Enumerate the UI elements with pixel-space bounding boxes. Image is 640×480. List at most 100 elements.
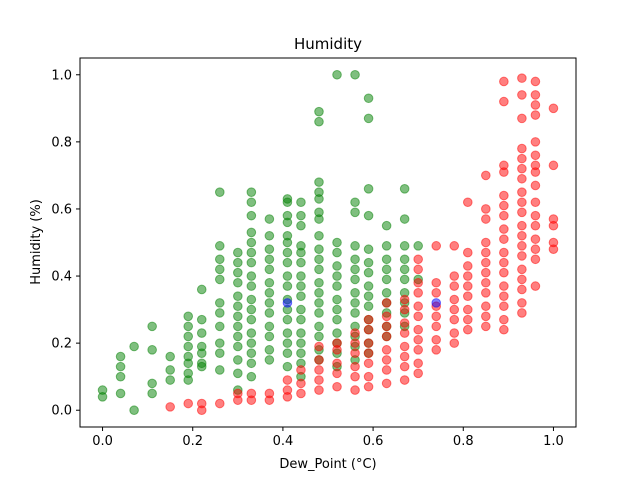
scatter-point-series-1 bbox=[499, 257, 509, 268]
scatter-point-series-1 bbox=[449, 271, 460, 281]
scatter-point-series-0 bbox=[246, 187, 257, 197]
scatter-point-series-0 bbox=[214, 241, 225, 251]
scatter-point-series-1 bbox=[530, 100, 541, 110]
scatter-point-series-1 bbox=[481, 214, 491, 224]
scatter-point-series-1 bbox=[165, 402, 175, 412]
scatter-point-series-1 bbox=[517, 173, 527, 184]
scatter-point-series-1 bbox=[314, 385, 324, 395]
scatter-point-series-1 bbox=[499, 281, 509, 291]
scatter-point-series-1 bbox=[314, 355, 324, 365]
scatter-point-series-0 bbox=[246, 348, 257, 359]
scatter-point-series-1 bbox=[530, 210, 541, 221]
scatter-point-series-1 bbox=[462, 291, 473, 301]
scatter-point-series-1 bbox=[363, 348, 374, 359]
x-tick-label: 1.0 bbox=[543, 434, 564, 449]
scatter-point-series-0 bbox=[264, 288, 275, 298]
scatter-point-series-1 bbox=[314, 341, 324, 352]
scatter-point-series-0 bbox=[233, 291, 243, 301]
scatter-point-series-1 bbox=[462, 324, 473, 335]
scatter-point-series-1 bbox=[548, 214, 559, 224]
scatter-point-series-1 bbox=[530, 254, 541, 265]
scatter-point-series-1 bbox=[399, 328, 410, 338]
scatter-point-series-0 bbox=[363, 301, 374, 312]
scatter-point-series-1 bbox=[481, 301, 491, 312]
y-tick-label: 0.0 bbox=[51, 404, 72, 419]
x-axis-ticks: 0.0 0.2 0.4 0.6 0.8 1.0 bbox=[92, 427, 564, 449]
scatter-point-series-0 bbox=[399, 184, 410, 194]
scatter-point-series-0 bbox=[233, 355, 243, 365]
scatter-point-series-0 bbox=[363, 210, 374, 221]
scatter-point-series-0 bbox=[399, 241, 410, 251]
scatter-point-series-0 bbox=[282, 361, 293, 372]
scatter-point-series-1 bbox=[332, 338, 342, 348]
scatter-point-series-1 bbox=[363, 314, 374, 325]
scatter-point-series-1 bbox=[499, 247, 509, 258]
scatter-point-series-0 bbox=[246, 314, 257, 325]
scatter-point-series-0 bbox=[233, 277, 243, 288]
scatter-point-series-1 bbox=[381, 321, 392, 332]
scatter-point-series-0 bbox=[296, 328, 306, 338]
scatter-point-series-0 bbox=[214, 274, 225, 285]
scatter-point-series-1 bbox=[350, 361, 360, 372]
scatter-point-series-0 bbox=[233, 301, 243, 312]
scatter-point-series-1 bbox=[282, 375, 293, 385]
scatter-point-series-0 bbox=[233, 247, 243, 258]
scatter-point-series-1 bbox=[350, 328, 360, 338]
scatter-point-series-1 bbox=[530, 160, 541, 171]
scatter-point-series-1 bbox=[413, 334, 423, 345]
scatter-point-series-1 bbox=[332, 358, 342, 369]
scatter-point-series-1 bbox=[449, 281, 460, 291]
scatter-point-series-0 bbox=[246, 257, 257, 268]
scatter-point-series-0 bbox=[363, 257, 374, 268]
scatter-point-series-0 bbox=[296, 348, 306, 359]
scatter-point-series-0 bbox=[129, 405, 139, 416]
scatter-point-series-0 bbox=[264, 277, 275, 288]
scatter-point-series-0 bbox=[165, 365, 175, 375]
scatter-point-series-1 bbox=[530, 110, 541, 120]
scatter-point-series-0 bbox=[282, 271, 293, 281]
scatter-point-series-0 bbox=[214, 321, 225, 332]
scatter-point-series-0 bbox=[246, 271, 257, 281]
scatter-point-series-1 bbox=[413, 311, 423, 322]
scatter-point-series-0 bbox=[264, 244, 275, 255]
scatter-point-series-0 bbox=[147, 388, 157, 399]
scatter-point-series-1 bbox=[530, 197, 541, 208]
scatter-point-series-1 bbox=[517, 264, 527, 275]
scatter-point-series-1 bbox=[399, 294, 410, 305]
y-tick-label: 0.8 bbox=[51, 135, 72, 150]
scatter-point-series-0 bbox=[399, 254, 410, 265]
scatter-point-series-0 bbox=[214, 254, 225, 265]
scatter-point-series-0 bbox=[332, 247, 342, 258]
scatter-point-series-1 bbox=[499, 160, 509, 171]
scatter-point-series-0 bbox=[196, 328, 207, 338]
scatter-point-series-1 bbox=[548, 237, 559, 248]
scatter-point-series-0 bbox=[246, 197, 257, 208]
scatter-point-series-0 bbox=[381, 254, 392, 265]
y-tick-label: 0.4 bbox=[51, 270, 72, 285]
scatter-point-series-0 bbox=[147, 345, 157, 355]
scatter-point-series-0 bbox=[246, 294, 257, 305]
scatter-point-series-0 bbox=[350, 207, 360, 218]
scatter-point-series-0 bbox=[399, 274, 410, 285]
scatter-point-series-0 bbox=[363, 113, 374, 124]
scatter-point-series-0 bbox=[115, 351, 126, 362]
scatter-point-series-1 bbox=[264, 388, 275, 399]
scatter-point-series-1 bbox=[499, 324, 509, 335]
scatter-point-series-1 bbox=[314, 375, 324, 385]
scatter-point-series-0 bbox=[332, 294, 342, 305]
scatter-point-series-0 bbox=[282, 194, 293, 204]
scatter-point-series-0 bbox=[296, 210, 306, 221]
scatter-point-series-1 bbox=[481, 247, 491, 258]
scatter-point-series-0 bbox=[282, 247, 293, 258]
scatter-point-series-1 bbox=[481, 170, 491, 181]
scatter-point-series-1 bbox=[462, 281, 473, 291]
scatter-point-series-0 bbox=[264, 308, 275, 318]
scatter-point-series-0 bbox=[413, 241, 423, 251]
scatter-point-series-0 bbox=[363, 281, 374, 291]
scatter-point-series-0 bbox=[264, 345, 275, 355]
scatter-point-series-0 bbox=[282, 281, 293, 291]
scatter-point-series-0 bbox=[246, 338, 257, 348]
scatter-point-series-1 bbox=[314, 365, 324, 375]
scatter-point-series-0 bbox=[332, 261, 342, 271]
scatter-point-series-0 bbox=[233, 341, 243, 352]
